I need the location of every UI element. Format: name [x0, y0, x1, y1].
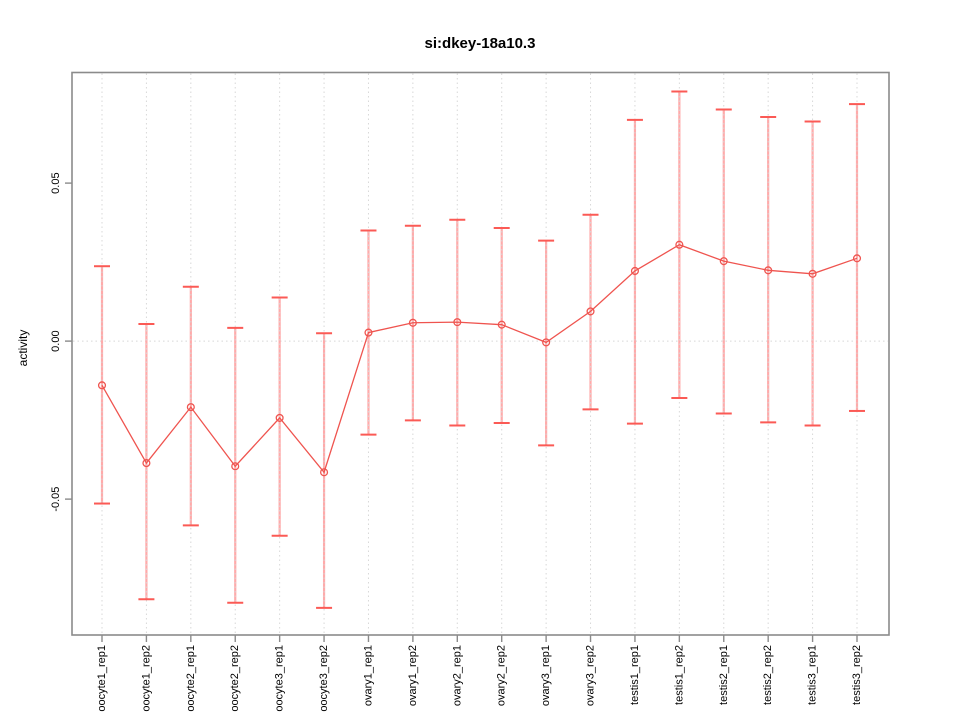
- x-tick-label: testis3_rep2: [851, 645, 863, 705]
- x-tick-label: ovary3_rep2: [585, 645, 597, 706]
- x-tick-label: testis2_rep2: [762, 645, 774, 705]
- x-tick-label: ovary1_rep2: [407, 645, 419, 706]
- data-point: [186, 403, 195, 412]
- x-tick-label: ovary2_rep2: [496, 645, 508, 706]
- x-tick-label: ovary3_rep1: [540, 645, 552, 706]
- x-tick-label: oocyte3_rep2: [318, 645, 330, 712]
- data-point: [142, 459, 151, 468]
- x-tick-label: oocyte1_rep1: [96, 645, 108, 712]
- y-tick-label: 0.05: [50, 172, 62, 193]
- x-tick-label: testis3_rep1: [807, 645, 819, 705]
- chart-title: si:dkey-18a10.3: [425, 35, 536, 52]
- data-point: [275, 413, 284, 422]
- data-point: [320, 468, 329, 477]
- data-point: [852, 254, 862, 263]
- x-tick-label: ovary2_rep1: [451, 645, 463, 706]
- x-tick-label: testis2_rep1: [718, 645, 730, 705]
- series-line: [101, 244, 858, 474]
- data-point: [364, 328, 373, 337]
- x-tick-label: oocyte3_rep1: [274, 645, 286, 712]
- data-point: [630, 266, 639, 276]
- plot-frame: [71, 71, 890, 636]
- data-point: [453, 318, 462, 327]
- data-point: [719, 257, 728, 266]
- y-tick-label: 0.00: [50, 330, 62, 351]
- data-point: [542, 338, 551, 347]
- x-tick-label: testis1_rep1: [629, 645, 641, 705]
- x-tick-label: oocyte2_rep1: [185, 645, 197, 712]
- x-tick-label: testis1_rep2: [673, 645, 685, 705]
- data-point: [675, 240, 684, 249]
- data-point: [586, 307, 595, 316]
- y-tick-label: -0.05: [50, 487, 62, 512]
- data-point: [764, 266, 773, 275]
- data-point: [497, 320, 506, 329]
- data-point: [97, 381, 107, 390]
- data-point: [231, 462, 240, 471]
- x-tick-label: ovary1_rep1: [362, 645, 374, 706]
- chart-layers: oocyte1_rep1 oocyte1_rep2 oocyte2_rep1 oocy…: [50, 71, 890, 712]
- x-tick-label: oocyte2_rep2: [229, 645, 241, 712]
- data-point: [408, 318, 417, 327]
- data-point: [808, 269, 817, 278]
- y-axis-title: activity: [16, 330, 30, 367]
- x-tick-label: oocyte1_rep2: [140, 645, 152, 712]
